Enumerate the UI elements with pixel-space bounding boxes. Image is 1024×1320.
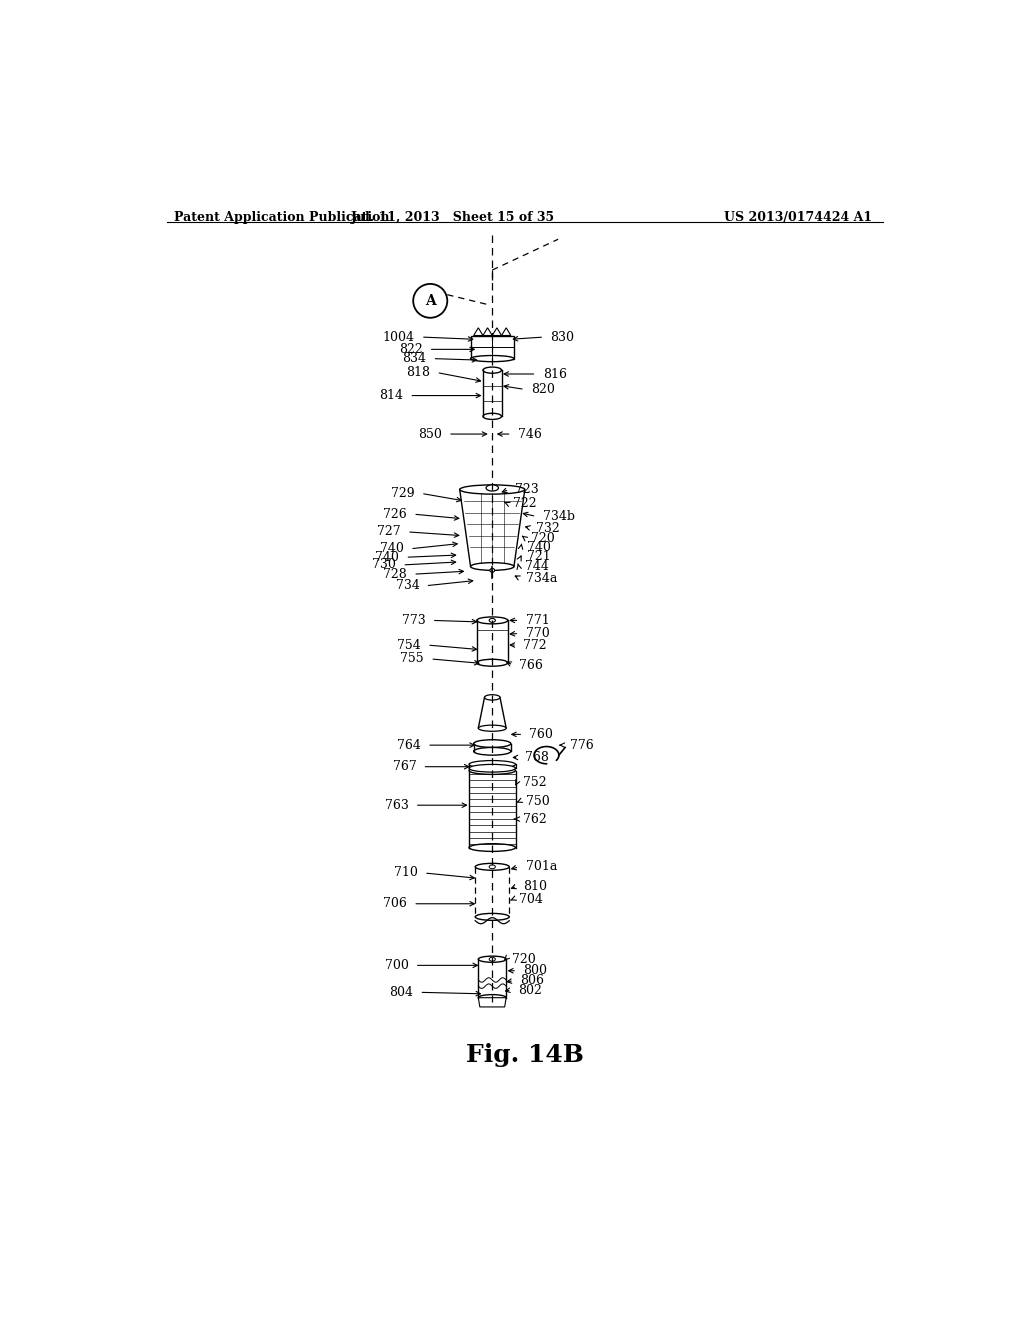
Polygon shape	[471, 335, 514, 359]
Ellipse shape	[478, 725, 506, 731]
Text: 764: 764	[397, 739, 421, 751]
Ellipse shape	[469, 764, 515, 772]
Text: 729: 729	[391, 487, 415, 500]
Text: 734b: 734b	[543, 510, 574, 523]
Text: 701a: 701a	[525, 861, 557, 874]
Polygon shape	[474, 327, 483, 335]
Text: A: A	[425, 294, 435, 308]
Text: 721: 721	[527, 550, 551, 564]
Text: 706: 706	[383, 898, 407, 911]
Text: 730: 730	[373, 558, 396, 572]
Ellipse shape	[478, 956, 506, 962]
Text: 834: 834	[402, 352, 426, 366]
Text: 773: 773	[401, 614, 426, 627]
Text: 760: 760	[529, 727, 553, 741]
Text: 820: 820	[531, 383, 555, 396]
Ellipse shape	[475, 863, 509, 870]
Text: 704: 704	[519, 892, 544, 906]
Text: 818: 818	[407, 366, 430, 379]
Text: 734: 734	[395, 579, 420, 593]
Ellipse shape	[460, 484, 524, 494]
Ellipse shape	[475, 913, 509, 920]
Text: 710: 710	[394, 866, 418, 879]
Ellipse shape	[489, 865, 496, 869]
Text: 816: 816	[543, 367, 566, 380]
Text: 810: 810	[523, 879, 547, 892]
Polygon shape	[469, 771, 515, 847]
Ellipse shape	[474, 747, 511, 755]
Ellipse shape	[471, 562, 514, 570]
Text: US 2013/0174424 A1: US 2013/0174424 A1	[724, 211, 872, 224]
Polygon shape	[478, 998, 506, 1007]
Text: 800: 800	[523, 964, 547, 977]
Text: 770: 770	[525, 627, 549, 640]
Ellipse shape	[489, 957, 496, 961]
Text: 750: 750	[525, 795, 549, 808]
Text: 746: 746	[518, 428, 542, 441]
Polygon shape	[478, 697, 506, 729]
Text: 720: 720	[512, 953, 536, 966]
Text: Patent Application Publication: Patent Application Publication	[174, 211, 390, 224]
Text: 767: 767	[392, 760, 417, 774]
Ellipse shape	[483, 367, 502, 374]
Polygon shape	[493, 327, 502, 335]
Text: 722: 722	[513, 496, 537, 510]
Text: 806: 806	[520, 974, 544, 987]
Text: 776: 776	[569, 739, 594, 751]
Text: 720: 720	[531, 532, 555, 545]
Ellipse shape	[474, 739, 511, 747]
Text: 830: 830	[550, 330, 574, 343]
Text: 744: 744	[524, 560, 549, 573]
Ellipse shape	[477, 616, 508, 624]
Ellipse shape	[486, 484, 499, 491]
Polygon shape	[483, 370, 502, 416]
Text: 740: 740	[527, 541, 551, 554]
Text: 850: 850	[418, 428, 442, 441]
Text: 732: 732	[537, 521, 560, 535]
Text: 771: 771	[525, 614, 549, 627]
Text: 700: 700	[385, 958, 409, 972]
Ellipse shape	[469, 760, 515, 768]
Text: 768: 768	[524, 751, 549, 764]
Polygon shape	[460, 490, 524, 566]
Polygon shape	[477, 620, 508, 663]
Text: 734a: 734a	[525, 572, 557, 585]
Ellipse shape	[483, 413, 502, 420]
Ellipse shape	[489, 569, 495, 573]
Text: 762: 762	[523, 813, 547, 825]
Ellipse shape	[471, 355, 514, 362]
Ellipse shape	[484, 694, 500, 700]
Text: 754: 754	[397, 639, 421, 652]
Text: 752: 752	[523, 776, 547, 788]
Text: 740: 740	[376, 550, 399, 564]
Text: 804: 804	[389, 986, 414, 999]
Polygon shape	[502, 327, 511, 335]
Text: 755: 755	[400, 652, 424, 665]
Text: Fig. 14B: Fig. 14B	[466, 1043, 584, 1068]
Text: 1004: 1004	[383, 330, 415, 343]
Text: 723: 723	[515, 483, 540, 496]
Text: 822: 822	[398, 343, 423, 356]
Ellipse shape	[469, 843, 515, 851]
Text: 728: 728	[383, 568, 407, 581]
Text: 772: 772	[523, 639, 547, 652]
Text: 766: 766	[519, 659, 544, 672]
Text: 740: 740	[380, 543, 403, 556]
Ellipse shape	[478, 995, 506, 1001]
Text: 727: 727	[377, 525, 400, 539]
Ellipse shape	[469, 767, 515, 775]
Text: 763: 763	[385, 799, 409, 812]
Polygon shape	[478, 960, 506, 998]
Text: 726: 726	[383, 508, 407, 520]
Ellipse shape	[477, 659, 508, 667]
Text: Jul. 11, 2013   Sheet 15 of 35: Jul. 11, 2013 Sheet 15 of 35	[351, 211, 556, 224]
Text: 814: 814	[379, 389, 403, 403]
Ellipse shape	[489, 619, 496, 622]
Text: 802: 802	[518, 983, 542, 997]
Polygon shape	[483, 327, 493, 335]
